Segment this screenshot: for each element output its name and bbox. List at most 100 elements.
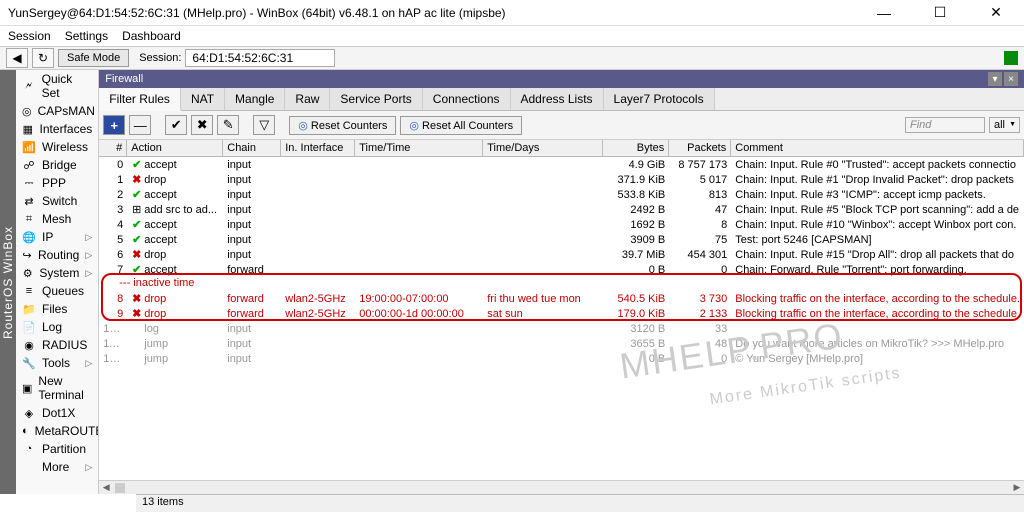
grid-body: 0✔acceptinput4.9 GiB8 757 173Chain: Inpu… — [99, 157, 1024, 366]
remove-button[interactable]: — — [129, 115, 151, 135]
window-controls: — ☐ ✕ — [864, 2, 1016, 24]
tab-connections[interactable]: Connections — [423, 88, 511, 110]
table-row[interactable]: 9✖dropforwardwlan2-5GHz00:00:00-1d 00:00… — [99, 306, 1024, 321]
panel-close-icon[interactable]: × — [1004, 72, 1018, 86]
sidebar-item-files[interactable]: 📁Files — [16, 300, 98, 318]
tab-address-lists[interactable]: Address Lists — [511, 88, 604, 110]
sidebar-item-ip[interactable]: 🌐IP▷ — [16, 228, 98, 246]
sidebar-item-routing[interactable]: ↪Routing▷ — [16, 246, 98, 264]
sidebar-item-new-terminal[interactable]: ▣New Terminal — [16, 372, 98, 404]
chevron-right-icon: ▷ — [85, 268, 92, 279]
menu-session[interactable]: Session — [8, 29, 51, 43]
table-row[interactable]: 11 Xjumpinput3655 B48Do you want more ar… — [99, 336, 1024, 351]
sidebar-item-label: Quick Set — [42, 72, 93, 100]
table-row[interactable]: 4✔acceptinput1692 B8Chain: Input. Rule #… — [99, 217, 1024, 232]
reset-counters-button[interactable]: ◎ Reset Counters — [289, 116, 396, 135]
disable-button[interactable]: ✖ — [191, 115, 213, 135]
col-chain[interactable]: Chain — [223, 140, 281, 156]
sidebar-item-system[interactable]: ⚙System▷ — [16, 264, 98, 282]
sidebar-item-mesh[interactable]: ⌗Mesh — [16, 210, 98, 228]
sidebar-icon: 📄 — [22, 320, 36, 334]
col-packets[interactable]: Packets — [669, 140, 731, 156]
table-row[interactable]: 12 Xjumpinput0 B0© Yun Sergey [MHelp.pro… — [99, 351, 1024, 366]
col-comment[interactable]: Comment — [731, 140, 1024, 156]
table-row[interactable]: 3⊞add src to ad...input2492 B47Chain: In… — [99, 202, 1024, 217]
col-interface[interactable]: In. Interface — [281, 140, 355, 156]
sidebar-item-label: Mesh — [42, 212, 71, 226]
filter-select[interactable]: all — [989, 117, 1020, 133]
sidebar-item-label: New Terminal — [38, 374, 92, 402]
sidebar-item-more[interactable]: More▷ — [16, 458, 98, 476]
sidebar-item-queues[interactable]: ≡Queues — [16, 282, 98, 300]
sidebar-item-bridge[interactable]: ☍Bridge — [16, 156, 98, 174]
chevron-right-icon: ▷ — [85, 232, 92, 243]
menubar: Session Settings Dashboard — [0, 26, 1024, 46]
sidebar-item-ppp[interactable]: ⎓PPP — [16, 174, 98, 192]
add-button[interactable]: + — [103, 115, 125, 135]
col-bytes[interactable]: Bytes — [603, 140, 669, 156]
sidebar-item-label: Bridge — [42, 158, 77, 172]
sidebar-icon: ≡ — [22, 284, 36, 298]
panel-toolbar: + — ✔ ✖ ✎ ▽ ◎ Reset Counters ◎ Reset All… — [99, 111, 1024, 140]
col-days[interactable]: Time/Days — [483, 140, 603, 156]
sidebar-item-label: Log — [42, 320, 62, 334]
sidebar: 🗲Quick Set◎CAPsMAN▦Interfaces📶Wireless☍B… — [16, 70, 99, 494]
sidebar-item-capsman[interactable]: ◎CAPsMAN — [16, 102, 98, 120]
col-action[interactable]: Action — [127, 140, 223, 156]
sidebar-item-dot1x[interactable]: ◈Dot1X — [16, 404, 98, 422]
back-icon[interactable]: ◀ — [6, 48, 28, 68]
tab-mangle[interactable]: Mangle — [225, 88, 285, 110]
find-input[interactable]: Find — [905, 117, 985, 133]
enable-button[interactable]: ✔ — [165, 115, 187, 135]
table-row[interactable]: 5✔acceptinput3909 B75Test: port 5246 [CA… — [99, 232, 1024, 247]
action-icon: ✖ — [131, 307, 142, 320]
menu-settings[interactable]: Settings — [65, 29, 108, 43]
sidebar-item-wireless[interactable]: 📶Wireless — [16, 138, 98, 156]
panel-titlebar: Firewall ▾ × — [99, 70, 1024, 88]
sidebar-item-radius[interactable]: ◉RADIUS — [16, 336, 98, 354]
horizontal-scrollbar[interactable]: ◀ ▶ — [99, 480, 1024, 494]
table-row[interactable]: 1✖dropinput371.9 KiB5 017Chain: Input. R… — [99, 172, 1024, 187]
table-row[interactable]: 6✖dropinput39.7 MiB454 301Chain: Input. … — [99, 247, 1024, 262]
tab-raw[interactable]: Raw — [285, 88, 330, 110]
sidebar-icon: 📶 — [22, 140, 36, 154]
sidebar-item-label: Routing — [38, 248, 79, 262]
reset-all-counters-button[interactable]: ◎ Reset All Counters — [400, 116, 522, 135]
sidebar-item-switch[interactable]: ⇄Switch — [16, 192, 98, 210]
col-num[interactable]: # — [99, 140, 127, 156]
sidebar-item-interfaces[interactable]: ▦Interfaces — [16, 120, 98, 138]
tab-filter-rules[interactable]: Filter Rules — [99, 88, 181, 111]
sidebar-icon: ◔ — [22, 442, 36, 456]
minimize-icon[interactable]: — — [864, 2, 904, 24]
sidebar-item-label: RADIUS — [42, 338, 87, 352]
vertical-tab[interactable]: RouterOS WinBox — [0, 70, 16, 494]
action-icon: ✖ — [131, 173, 142, 186]
sidebar-item-label: Dot1X — [42, 406, 75, 420]
redo-icon[interactable]: ↻ — [32, 48, 54, 68]
safe-mode-button[interactable]: Safe Mode — [58, 49, 129, 67]
close-icon[interactable]: ✕ — [976, 2, 1016, 24]
menu-dashboard[interactable]: Dashboard — [122, 29, 181, 43]
tab-layer7-protocols[interactable]: Layer7 Protocols — [604, 88, 715, 110]
table-row[interactable]: 8✖dropforwardwlan2-5GHz19:00:00-07:00:00… — [99, 291, 1024, 306]
filter-icon[interactable]: ▽ — [253, 115, 275, 135]
col-time[interactable]: Time/Time — [355, 140, 483, 156]
sidebar-item-tools[interactable]: 🔧Tools▷ — [16, 354, 98, 372]
sidebar-icon: ↪ — [22, 248, 32, 262]
maximize-icon[interactable]: ☐ — [920, 2, 960, 24]
tab-service-ports[interactable]: Service Ports — [330, 88, 422, 110]
tab-nat[interactable]: NAT — [181, 88, 225, 110]
table-row[interactable]: 10 Xloginput3120 B33 — [99, 321, 1024, 336]
sidebar-item-label: MetaROUTER — [35, 424, 100, 438]
sidebar-item-quick-set[interactable]: 🗲Quick Set — [16, 70, 98, 102]
sidebar-item-log[interactable]: 📄 Log — [16, 318, 98, 336]
comment-button[interactable]: ✎ — [217, 115, 239, 135]
table-row[interactable]: 0✔acceptinput4.9 GiB8 757 173Chain: Inpu… — [99, 157, 1024, 172]
panel-min-icon[interactable]: ▾ — [988, 72, 1002, 86]
sidebar-item-partition[interactable]: ◔Partition — [16, 440, 98, 458]
action-icon: ✔ — [131, 218, 142, 231]
table-row[interactable]: 7✔acceptforward0 B0Chain: Forward. Rule … — [99, 262, 1024, 277]
table-row[interactable]: 2✔acceptinput533.8 KiB813Chain: Input. R… — [99, 187, 1024, 202]
sidebar-item-metarouter[interactable]: ◐MetaROUTER — [16, 422, 98, 440]
sidebar-item-label: IP — [42, 230, 53, 244]
